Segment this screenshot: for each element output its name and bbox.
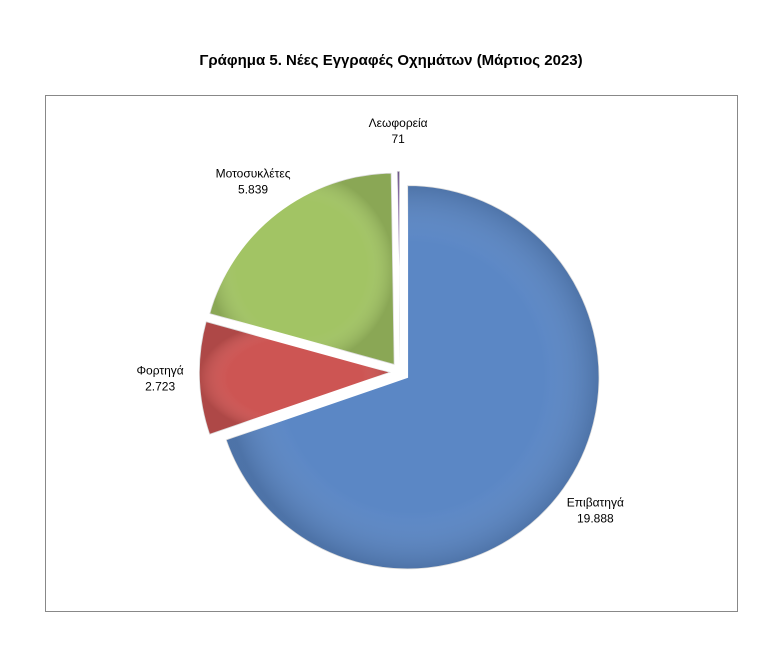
- chart-title: Γράφημα 5. Νέες Εγγραφές Οχημάτων (Μάρτι…: [199, 52, 582, 69]
- slice-label: Φορτηγά: [136, 364, 183, 378]
- plot-frame: [45, 95, 738, 612]
- slice-label: Επιβατηγά: [567, 496, 624, 510]
- slice-value: 19.888: [577, 512, 614, 526]
- pie-slice: [396, 170, 401, 364]
- slice-value: 2.723: [145, 380, 175, 394]
- slice-label: Μοτοσυκλέτες: [216, 166, 291, 180]
- slice-value: 5.839: [238, 182, 268, 196]
- slice-label: Λεωφορεία: [369, 116, 428, 130]
- slice-value: 71: [391, 132, 405, 146]
